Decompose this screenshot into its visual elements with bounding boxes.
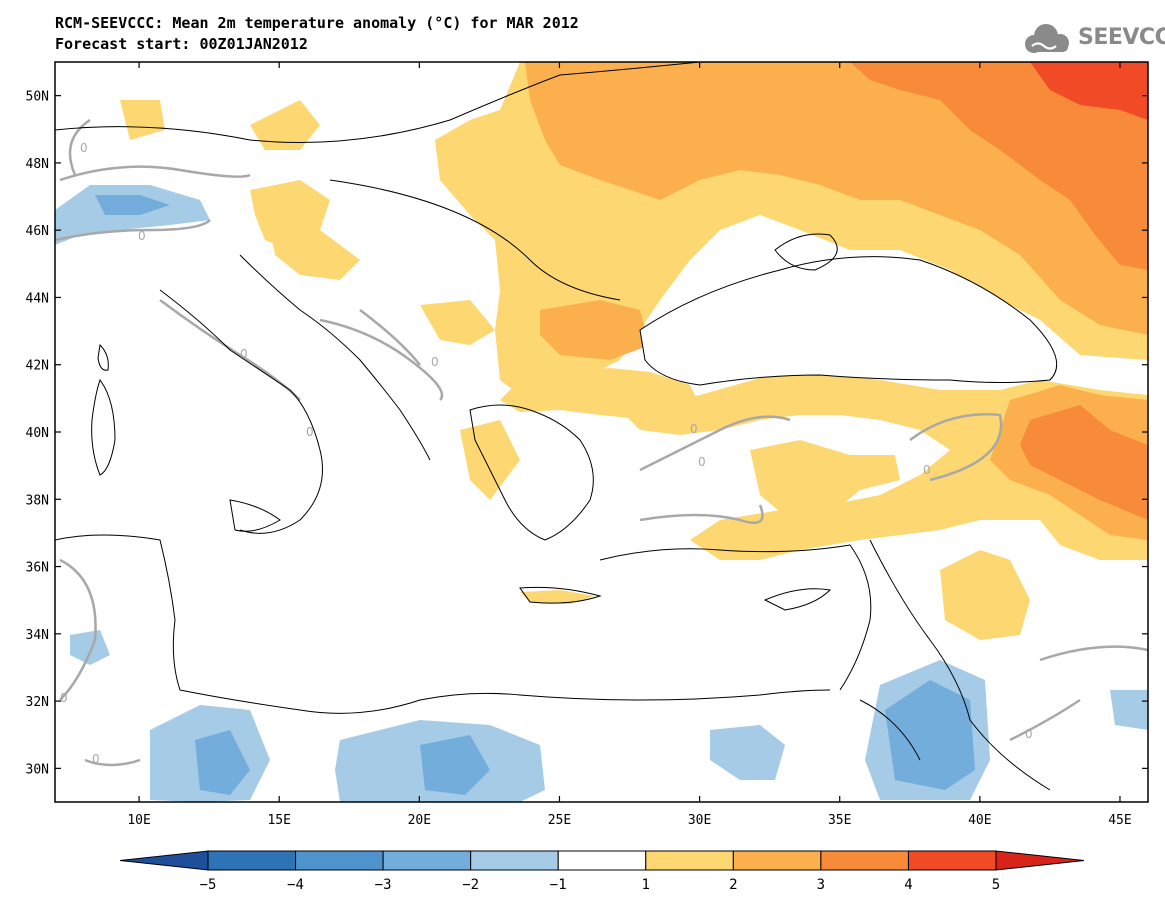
contour-label: 0 xyxy=(138,229,146,243)
logo-text: SEEVCCC xyxy=(1078,25,1165,50)
contour-label: 0 xyxy=(923,463,931,477)
colorbar-high-arrow xyxy=(995,850,1085,871)
cold-patch-tunisia xyxy=(70,630,110,665)
lon-tick-label: 30E xyxy=(688,813,711,828)
warm-patch-levant xyxy=(940,550,1030,640)
anomaly-fill xyxy=(55,62,1148,802)
contour-label: 0 xyxy=(240,347,248,361)
contour-label: 0 xyxy=(1025,727,1033,741)
colorbar-level-label: 4 xyxy=(904,877,912,893)
contour-label: 0 xyxy=(92,752,100,766)
lon-tick-label: 35E xyxy=(828,813,851,828)
warm-patch-balkans xyxy=(540,300,650,360)
lat-tick-label: 46N xyxy=(26,224,49,239)
colorbar-swatch xyxy=(557,850,647,871)
lat-tick-label: 42N xyxy=(26,359,49,374)
lon-tick-label: 40E xyxy=(968,813,991,828)
colorbar: −5 −4 −3 −2 −1 1 2 3 4 5 xyxy=(119,850,1085,893)
colorbar-swatch xyxy=(470,850,559,871)
map-subtitle: Forecast start: 00Z01JAN2012 xyxy=(55,35,308,53)
map-title: RCM-SEEVCCC: Mean 2m temperature anomaly… xyxy=(55,14,579,32)
contour-label: 0 xyxy=(698,455,706,469)
coastlines xyxy=(55,62,1058,791)
seevccc-logo xyxy=(1018,20,1158,60)
cold-patch-libya-east-deep xyxy=(420,735,490,795)
lon-tick-label: 15E xyxy=(267,813,290,828)
contour-labels: 0 0 0 0 0 0 0 0 0 0 0 xyxy=(60,141,1033,766)
lat-tick-label: 38N xyxy=(26,493,49,508)
cold-patch-libya-west-deep xyxy=(195,730,250,795)
colorbar-level-label: 2 xyxy=(729,877,737,893)
lat-tick-label: 40N xyxy=(26,426,49,441)
cold-patch-egypt xyxy=(710,725,785,780)
colorbar-swatch xyxy=(907,850,997,871)
lon-tick-label: 25E xyxy=(548,813,571,828)
lon-axis: 10E 15E 20E 25E 30E 35E 40E 45E xyxy=(127,62,1132,828)
colorbar-swatch xyxy=(732,850,822,871)
lat-tick-label: 44N xyxy=(26,291,49,306)
colorbar-swatch xyxy=(382,850,472,871)
warm-patch-bosnia xyxy=(420,300,495,345)
lat-tick-label: 34N xyxy=(26,628,49,643)
colorbar-level-label: −2 xyxy=(462,877,479,893)
cloud-icon xyxy=(1025,24,1069,53)
warm-patch-croatia xyxy=(270,230,360,280)
colorbar-swatch xyxy=(820,850,909,871)
lat-tick-label: 48N xyxy=(26,157,49,172)
warm-patch-turkey-mid xyxy=(750,440,900,520)
cold-patch-arabia-deep xyxy=(885,680,975,790)
colorbar-level-label: 5 xyxy=(992,877,1000,893)
warm-patch-north xyxy=(250,100,320,150)
cold-patch-alps-deep xyxy=(95,195,170,215)
warm-patch-nw xyxy=(120,100,165,140)
colorbar-level-label: 3 xyxy=(817,877,825,893)
lat-tick-label: 36N xyxy=(26,561,49,576)
lon-tick-label: 20E xyxy=(408,813,431,828)
colorbar-swatch xyxy=(207,850,297,871)
lat-tick-label: 32N xyxy=(26,695,49,710)
warm-patch-crete xyxy=(520,590,595,604)
warm-region-hot xyxy=(1030,62,1148,120)
cold-patch-iraq xyxy=(1110,690,1148,730)
colorbar-level-label: 1 xyxy=(642,877,650,893)
lat-tick-label: 30N xyxy=(26,762,49,777)
colorbar-level-label: −4 xyxy=(287,877,304,893)
lat-tick-label: 50N xyxy=(26,90,49,105)
contour-label: 0 xyxy=(306,425,314,439)
warm-region-deep xyxy=(850,62,1148,270)
colorbar-swatch xyxy=(645,850,734,871)
lon-tick-label: 10E xyxy=(127,813,150,828)
colorbar-level-label: −3 xyxy=(375,877,392,893)
contour-label: 0 xyxy=(690,422,698,436)
lon-tick-label: 45E xyxy=(1108,813,1131,828)
contour-label: 0 xyxy=(60,691,68,705)
contour-label: 0 xyxy=(80,141,88,155)
hot-patch-east-turkey xyxy=(1020,405,1148,520)
colorbar-level-label: −1 xyxy=(550,877,567,893)
contour-label: 0 xyxy=(431,355,439,369)
colorbar-swatch xyxy=(295,850,384,871)
colorbar-level-label: −5 xyxy=(200,877,217,893)
lat-axis: 30N 32N 34N 36N 38N 40N 42N 44N 46N 48N 50N xyxy=(26,90,1148,777)
colorbar-low-arrow xyxy=(119,850,209,871)
